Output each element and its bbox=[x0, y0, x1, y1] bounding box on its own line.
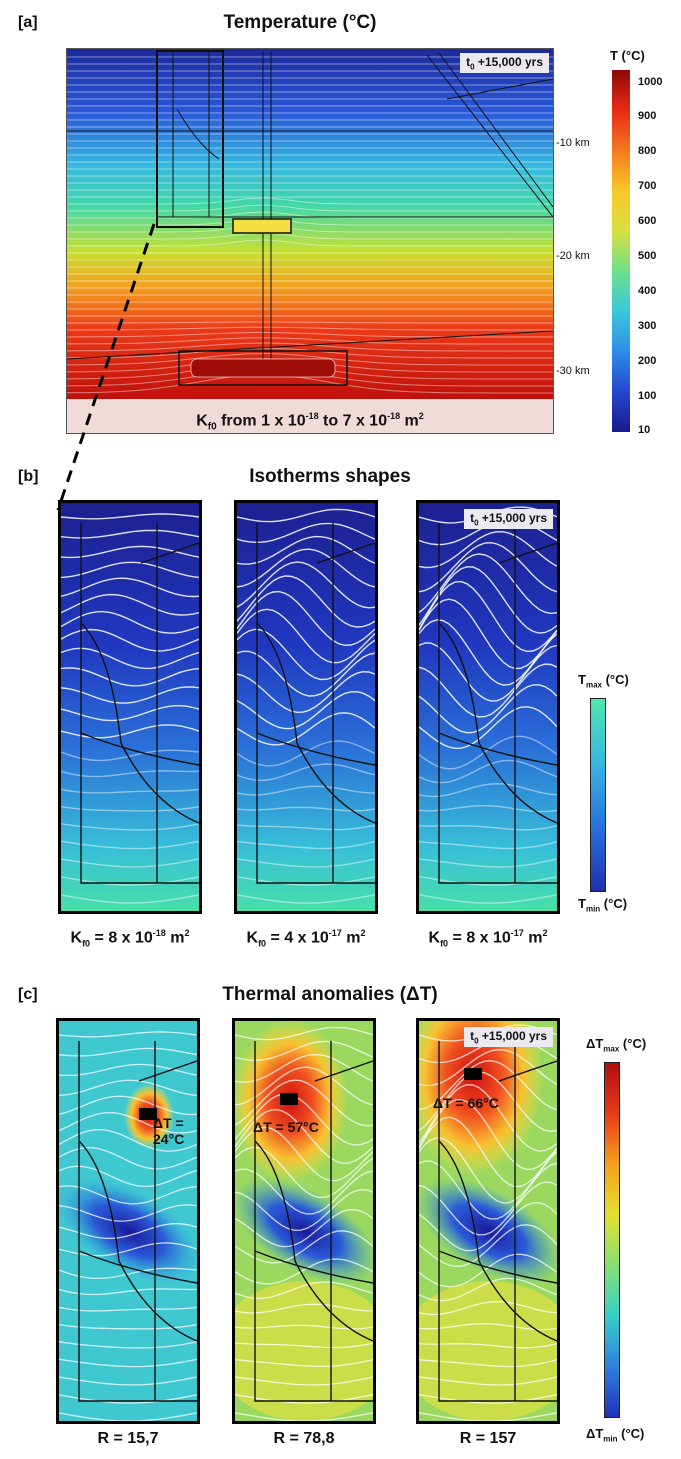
tick-500: 500 bbox=[638, 250, 657, 262]
ratio-caption-1: R = 15,7 bbox=[97, 1430, 159, 1447]
tick-10: 10 bbox=[638, 424, 651, 436]
temperature-colorbar-title: T (°C) bbox=[610, 48, 645, 63]
anomaly-colorbar-max: ΔTmax (°C) bbox=[586, 1036, 647, 1054]
isotherm-colorbar-max: Tmax (°C) bbox=[578, 672, 629, 690]
tick-100: 100 bbox=[638, 390, 657, 402]
depth-label-30: -30 km bbox=[556, 365, 590, 377]
panel-b-title: Isotherms shapes bbox=[249, 466, 411, 487]
panel-a-label: [a] bbox=[18, 14, 38, 31]
ratio-caption-3: R = 157 bbox=[459, 1430, 517, 1447]
temperature-section: t0 +15,000 yrs Kf0 from 1 x 10-18 to 7 x… bbox=[66, 48, 554, 434]
permeability-range: Kf0 from 1 x 10-18 to 7 x 10-18 m2 bbox=[196, 411, 424, 433]
isotherm-colorbar bbox=[590, 698, 606, 892]
isotherm-caption-2: Kf0 = 4 x 10-17 m2 bbox=[246, 928, 366, 949]
tick-1000: 1000 bbox=[638, 76, 663, 88]
anomaly-plot-2: ΔT = 57°C bbox=[232, 1018, 376, 1424]
tick-900: 900 bbox=[638, 110, 657, 122]
tick-400: 400 bbox=[638, 285, 657, 297]
anomaly-plot-1: ΔT = 24°C bbox=[56, 1018, 200, 1424]
isotherm-caption-3: Kf0 = 8 x 10-17 m2 bbox=[428, 928, 548, 949]
panel-a-title: Temperature (°C) bbox=[223, 12, 377, 33]
depth-label-20: -20 km bbox=[556, 250, 590, 262]
tick-200: 200 bbox=[638, 355, 657, 367]
time-badge: t0 +15,000 yrs bbox=[464, 1027, 553, 1048]
panel-c-title: Thermal anomalies (ΔT) bbox=[222, 984, 438, 1005]
panel-b-label: [b] bbox=[18, 468, 39, 485]
time-badge: t0 +15,000 yrs bbox=[464, 509, 553, 530]
temperature-colorbar bbox=[612, 70, 630, 432]
anomaly-value-1: ΔT = 24°C bbox=[153, 1115, 185, 1147]
tick-800: 800 bbox=[638, 145, 657, 157]
zoom-connector bbox=[56, 223, 156, 511]
anomaly-value-3: ΔT = 66°C bbox=[433, 1095, 499, 1111]
isotherm-caption-1: Kf0 = 8 x 10-18 m2 bbox=[70, 928, 190, 949]
tick-300: 300 bbox=[638, 320, 657, 332]
isotherm-plot-2 bbox=[234, 500, 378, 914]
isotherm-colorbar-min: Tmin (°C) bbox=[578, 896, 628, 914]
isotherm-plot-1 bbox=[58, 500, 202, 914]
isotherm-plot-3: t0 +15,000 yrs bbox=[416, 500, 560, 914]
depth-label-10: -10 km bbox=[556, 137, 590, 149]
temperature-field bbox=[67, 49, 553, 433]
time-badge: t0 +15,000 yrs bbox=[460, 53, 549, 74]
anomaly-value-2: ΔT = 57°C bbox=[253, 1119, 319, 1135]
panel-c-label: [c] bbox=[18, 986, 38, 1003]
anomaly-plot-3: t0 +15,000 yrs ΔT = 66°C bbox=[416, 1018, 560, 1424]
anomaly-colorbar bbox=[604, 1062, 620, 1418]
anomaly-colorbar-min: ΔTmin (°C) bbox=[586, 1426, 645, 1444]
tick-600: 600 bbox=[638, 215, 657, 227]
tick-700: 700 bbox=[638, 180, 657, 192]
ratio-caption-2: R = 78,8 bbox=[273, 1430, 335, 1447]
